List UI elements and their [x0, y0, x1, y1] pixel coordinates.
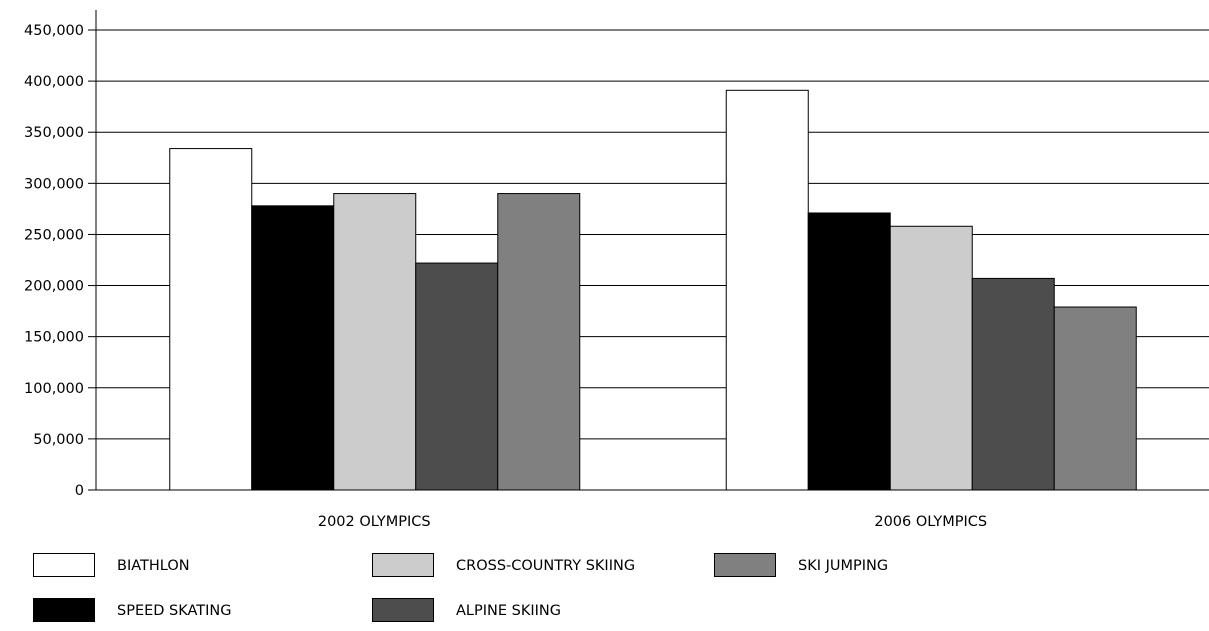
y-tick-label: 50,000 — [33, 432, 84, 448]
x-axis-category-labels: 2002 OLYMPICS 2006 OLYMPICS — [318, 514, 987, 530]
bar-cross-country-skiing-2002-olympics — [333, 193, 417, 491]
category-label: 2002 OLYMPICS — [318, 514, 431, 530]
bar-ski-jumping-2002-olympics — [497, 193, 581, 491]
y-tick-label: 150,000 — [24, 330, 84, 346]
y-tick-label: 0 — [75, 483, 84, 499]
bar-speed-skating-2002-olympics — [251, 205, 335, 491]
legend-label-cross-country-skiing: CROSS-COUNTRY SKIING — [456, 558, 635, 574]
legend-swatch-alpine-skiing — [372, 598, 434, 622]
legend-swatch-ski-jumping — [714, 553, 776, 577]
y-tick-label: 100,000 — [24, 381, 84, 397]
y-tick-label: 300,000 — [24, 176, 84, 192]
legend-swatch-cross-country-skiing — [372, 553, 434, 577]
bars — [169, 89, 1137, 491]
y-tick-label: 450,000 — [24, 23, 84, 39]
legend-swatch-biathlon — [33, 553, 95, 577]
bar-ski-jumping-2006-olympics — [1053, 306, 1137, 491]
y-tick-label: 350,000 — [24, 125, 84, 141]
y-axis-tick-labels: 0 50,000 100,000 150,000 200,000 250,000 300,0… — [24, 23, 84, 499]
bar-biathlon-2002-olympics — [169, 148, 253, 491]
y-tick-label: 250,000 — [24, 227, 84, 243]
bar-biathlon-2006-olympics — [725, 89, 809, 491]
legend-label-ski-jumping: SKI JUMPING — [798, 558, 888, 574]
y-tick-label: 200,000 — [24, 279, 84, 295]
bar-speed-skating-2006-olympics — [807, 212, 891, 491]
legend-label-biathlon: BIATHLON — [117, 558, 190, 574]
legend-label-speed-skating: SPEED SKATING — [117, 603, 232, 619]
category-label: 2006 OLYMPICS — [874, 514, 987, 530]
bar-cross-country-skiing-2006-olympics — [889, 225, 973, 491]
axes — [88, 10, 1209, 491]
legend-label-alpine-skiing: ALPINE SKIING — [456, 603, 561, 619]
y-tick-label: 400,000 — [24, 74, 84, 90]
bar-alpine-skiing-2002-olympics — [415, 262, 499, 491]
legend-swatch-speed-skating — [33, 598, 95, 622]
bar-alpine-skiing-2006-olympics — [971, 277, 1055, 491]
legend: BIATHLON CROSS-COUNTRY SKIING SKI JUMPING S… — [33, 553, 888, 622]
